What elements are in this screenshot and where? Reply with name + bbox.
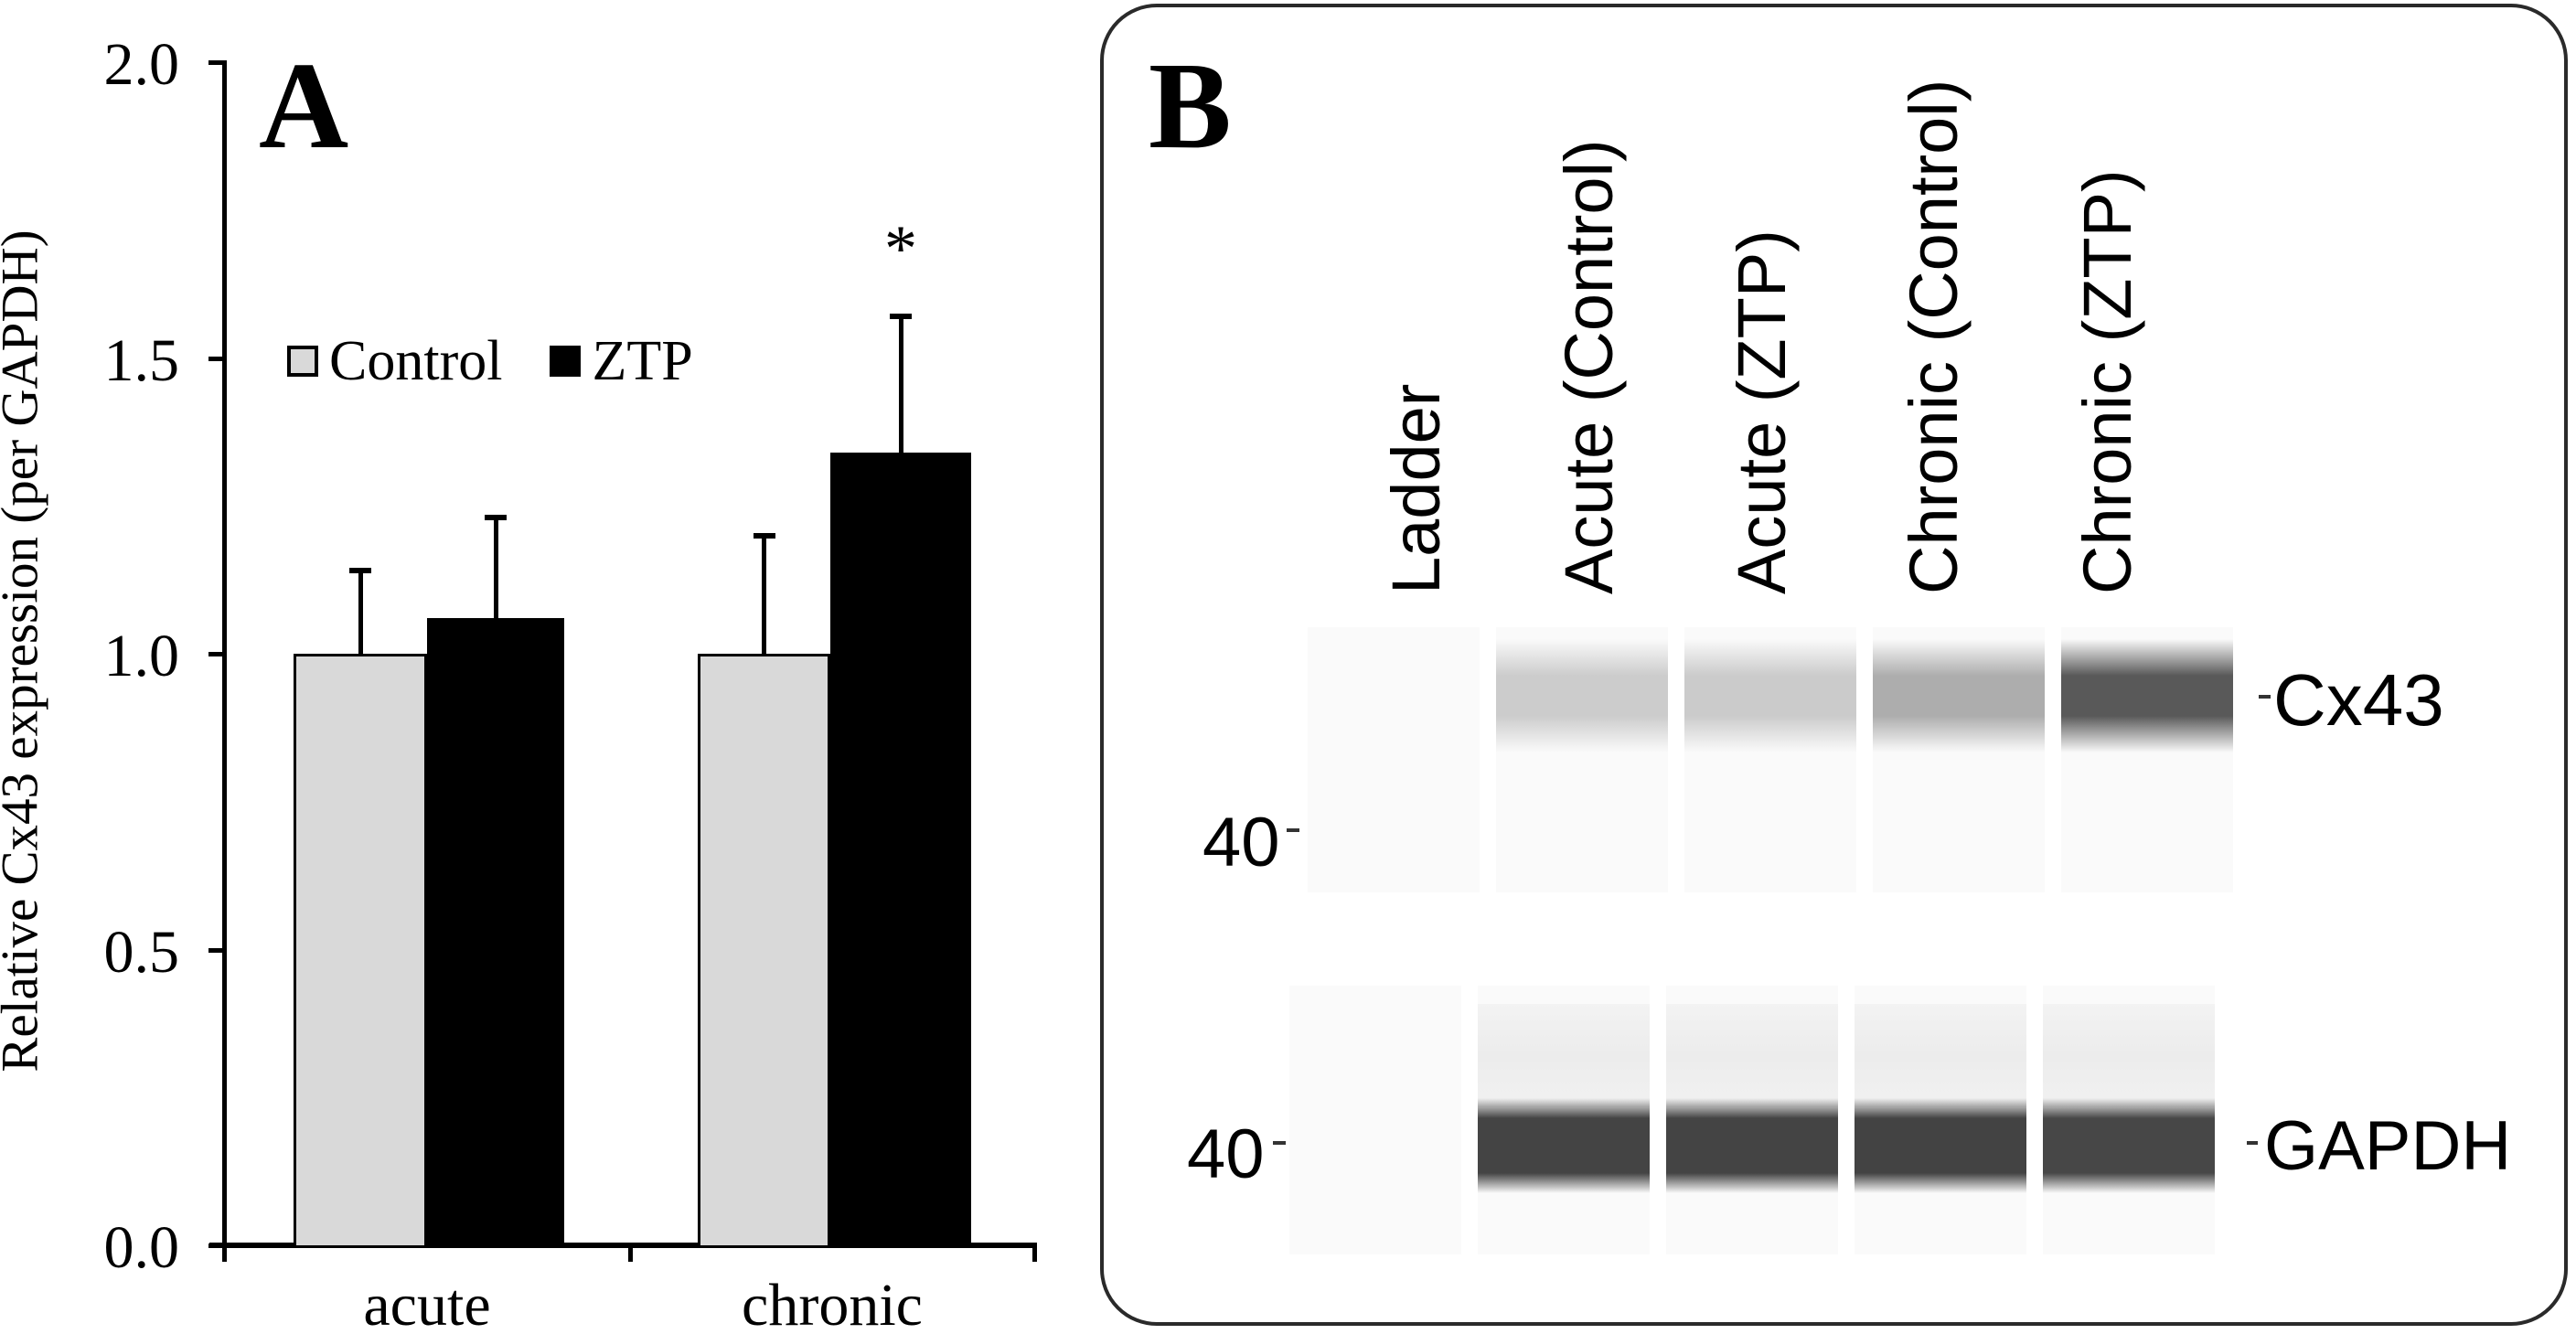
protein-band [1496, 639, 1668, 752]
faint-band [1666, 1004, 1838, 1107]
legend-item-ztp: ZTP [550, 330, 693, 392]
y-tick [208, 652, 225, 656]
x-tick [1032, 1243, 1037, 1262]
protein-band [1684, 639, 1856, 752]
error-bar-cap [890, 314, 912, 320]
y-tick-label: 1.0 [103, 623, 180, 689]
x-tick [628, 1243, 633, 1262]
lane-label-ladder: Ladder [1378, 383, 1454, 594]
significance-asterisk: * [884, 212, 917, 286]
faint-band [1478, 1004, 1650, 1107]
legend: Control ZTP [287, 333, 741, 390]
y-axis-title: Relative Cx43 expression (per GAPDH) [0, 229, 49, 1073]
gel-lane [1289, 986, 1461, 1254]
legend-label-ztp: ZTP [592, 330, 693, 392]
marker-dash [1273, 1141, 1286, 1145]
panel-b-frame [1100, 4, 2568, 1326]
error-bar-cap [753, 532, 775, 539]
bar-chronic-ztp [830, 453, 971, 1245]
bar-chronic-control [698, 654, 830, 1245]
y-tick-label: 0.0 [103, 1214, 180, 1281]
legend-label-control: Control [329, 330, 503, 392]
x-axis-line [209, 1243, 1037, 1248]
error-bar-cap [349, 568, 371, 574]
protein-band [1478, 1098, 1650, 1193]
y-tick [208, 60, 225, 65]
faint-band [1855, 1004, 2026, 1107]
y-tick [208, 947, 225, 953]
gel-lane [1684, 627, 1856, 892]
legend-swatch-control [287, 346, 318, 377]
protein-band [2061, 639, 2233, 752]
target-label-cx43: Cx43 [2273, 659, 2444, 741]
y-tick-label: 0.5 [103, 918, 180, 986]
blot-cx43 [1308, 627, 2250, 892]
gel-lane [1478, 986, 1650, 1254]
y-tick [208, 1243, 225, 1248]
target-label-gapdh: GAPDH [2264, 1107, 2512, 1185]
target-dash [2247, 1141, 2258, 1145]
error-bar-line [493, 518, 498, 619]
error-bar-line [358, 571, 363, 654]
panel-a-letter: A [259, 37, 349, 175]
lane-label-chronic-control: Chronic (Control) [1896, 79, 1972, 594]
marker-dash [1287, 828, 1299, 832]
protein-band [1855, 1098, 2026, 1193]
ladder-marker-40-upper: 40 [1202, 804, 1280, 881]
gel-lane [2061, 627, 2233, 892]
gel-lane [1666, 986, 1838, 1254]
ladder-marker-40-lower: 40 [1187, 1115, 1265, 1193]
legend-item-control: Control [287, 333, 502, 390]
protein-band [2043, 1098, 2215, 1193]
protein-band [1666, 1098, 1838, 1193]
gel-lane [1855, 986, 2026, 1254]
legend-swatch-ztp [550, 346, 582, 377]
y-tick-label: 1.5 [103, 326, 180, 394]
lane-label-chronic-ztp: Chronic (ZTP) [2069, 169, 2145, 594]
error-bar-line [762, 535, 766, 654]
lane-label-acute-ztp: Acute (ZTP) [1724, 229, 1800, 594]
target-dash [2259, 695, 2271, 699]
bar-acute-control [294, 654, 427, 1245]
lane-label-acute-control: Acute (Control) [1551, 139, 1627, 594]
gel-lane [2043, 986, 2215, 1254]
x-tick [222, 1243, 227, 1262]
y-tick-label: 2.0 [103, 31, 180, 98]
bar-acute-ztp [427, 618, 564, 1245]
faint-band [2043, 1004, 2215, 1107]
y-tick [208, 356, 225, 361]
protein-band [1873, 639, 2045, 752]
blot-gapdh [1289, 986, 2231, 1254]
gel-lane [1308, 627, 1480, 892]
error-bar-cap [485, 515, 507, 521]
gel-lane [1873, 627, 2045, 892]
panel-b-letter: B [1149, 37, 1232, 175]
x-category-label-chronic: chronic [742, 1272, 923, 1334]
gel-lane [1496, 627, 1668, 892]
error-bar-line [898, 316, 903, 453]
x-category-label-acute: acute [363, 1272, 491, 1334]
